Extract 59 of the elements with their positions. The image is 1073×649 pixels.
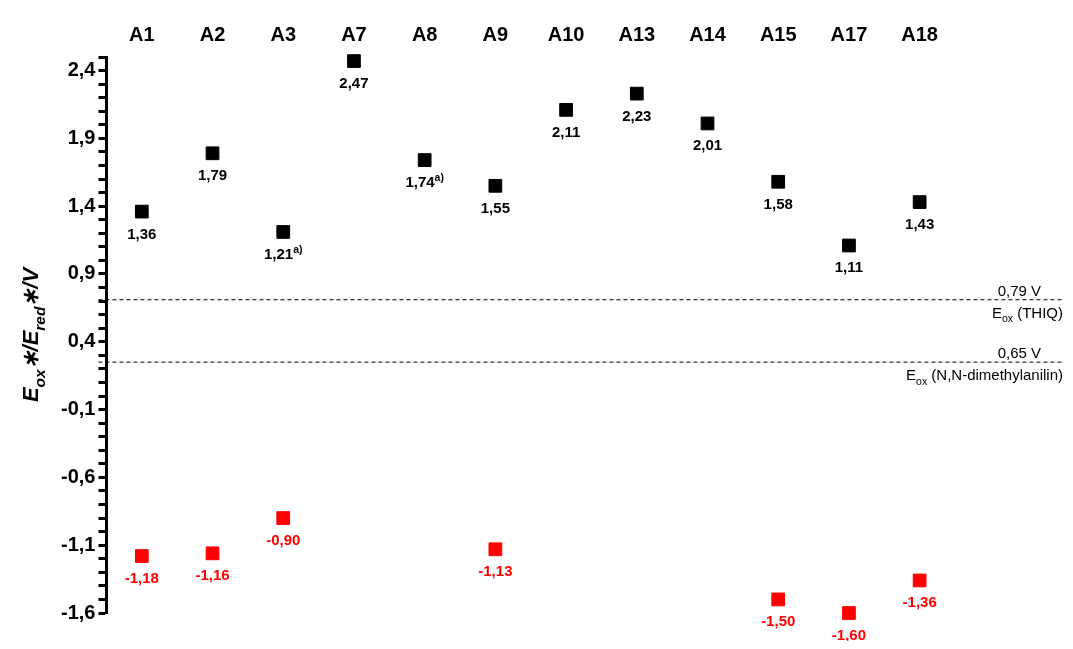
y-tick-label: 1,9 <box>67 125 96 148</box>
data-label: 1,11 <box>834 258 864 276</box>
point <box>205 146 220 161</box>
data-label: 2,47 <box>339 74 369 92</box>
point <box>134 549 149 563</box>
data-label: 1,36 <box>127 224 157 242</box>
point <box>276 225 291 239</box>
data-label: 2,23 <box>622 106 652 124</box>
x-tick-label: A7 <box>341 22 367 45</box>
y-tick-label: -0,1 <box>60 397 96 420</box>
point <box>771 174 786 189</box>
data-label: 1,43 <box>905 215 935 233</box>
data-label: 2,01 <box>692 136 723 154</box>
y-tick-label: -1,1 <box>60 532 96 555</box>
data-label: 2,11 <box>551 122 581 140</box>
y-axis-title: Eox∗/Ered∗/V <box>18 265 48 403</box>
y-tick-label: 0,9 <box>67 261 96 284</box>
point <box>488 178 503 193</box>
point <box>912 573 927 588</box>
point <box>842 606 856 620</box>
x-tick-label: A14 <box>689 22 727 45</box>
ref-line-label: 0,65 V <box>997 344 1042 362</box>
point <box>417 153 432 167</box>
point <box>700 116 715 131</box>
point <box>276 511 291 525</box>
point <box>629 86 644 101</box>
point <box>559 103 573 117</box>
data-label: 1,58 <box>763 194 793 212</box>
x-tick-label: A13 <box>618 22 656 45</box>
ref-line-label: 0,79 V <box>997 281 1042 299</box>
point <box>205 546 220 561</box>
x-tick-label: A18 <box>901 22 938 45</box>
data-label: -1,36 <box>902 593 937 611</box>
y-tick-label: -1,6 <box>60 600 96 623</box>
y-tick-label: -0,6 <box>60 464 96 487</box>
data-label: -1,18 <box>124 569 159 587</box>
point <box>912 195 927 209</box>
x-tick-label: A1 <box>129 22 155 45</box>
x-tick-label: A17 <box>830 22 868 45</box>
point <box>771 592 786 607</box>
x-tick-label: A8 <box>411 22 438 45</box>
point <box>347 54 361 68</box>
x-tick-label: A9 <box>482 22 509 45</box>
data-label: 1,55 <box>480 198 510 216</box>
y-tick-label: 2,4 <box>67 58 97 81</box>
y-tick-label: 0,4 <box>67 329 97 352</box>
data-label: 1,79 <box>197 166 228 184</box>
data-label: -1,16 <box>195 566 230 584</box>
point <box>488 542 503 557</box>
data-label: -1,13 <box>478 562 513 580</box>
x-tick-label: A10 <box>547 22 585 45</box>
x-tick-label: A2 <box>199 22 226 45</box>
data-label: -1,50 <box>761 612 796 630</box>
point <box>842 238 856 253</box>
y-tick-label: 1,4 <box>67 193 97 216</box>
x-tick-label: A3 <box>270 22 297 45</box>
point <box>134 204 149 219</box>
data-label: -0,90 <box>266 531 301 549</box>
x-tick-label: A15 <box>759 22 797 45</box>
